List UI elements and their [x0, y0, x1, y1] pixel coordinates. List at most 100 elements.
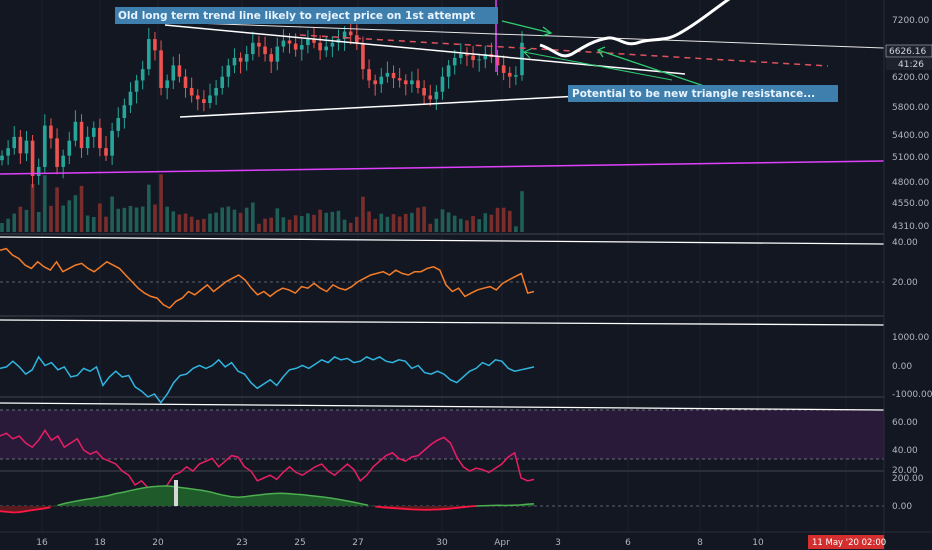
- volume-bar: [318, 209, 322, 232]
- candle-body: [73, 121, 78, 141]
- annotation-top-text: Old long term trend line likely to rejec…: [118, 10, 475, 22]
- oscillator-1-panel[interactable]: [0, 236, 885, 309]
- volume-bar: [281, 217, 286, 232]
- volume-bar: [226, 206, 231, 232]
- oscillator-4-area-positive: [0, 485, 534, 506]
- volume-bar: [367, 211, 371, 232]
- candle-body: [147, 39, 151, 70]
- oscillator-4-panel[interactable]: [0, 480, 884, 514]
- candle-body: [122, 105, 127, 119]
- candle-body: [0, 155, 4, 161]
- candle-body: [514, 75, 518, 77]
- oscillator-2-panel[interactable]: [0, 319, 885, 404]
- volume-bar: [202, 218, 206, 232]
- candle-body: [501, 65, 506, 73]
- volume-bar: [306, 213, 310, 232]
- price-scale-tick-label: 7200.00: [892, 16, 929, 26]
- projected-dashed-line[interactable]: [299, 34, 829, 67]
- volume-bar: [373, 218, 377, 232]
- annotation-bottom[interactable]: Potential to be new triangle resistance.…: [568, 85, 838, 102]
- price-scale[interactable]: 7200.006800.006200.005800.005400.005100.…: [883, 0, 932, 550]
- volume-bars: [0, 174, 524, 232]
- triangle-lower-line[interactable]: [179, 95, 581, 118]
- price-panel[interactable]: Old long term trend line likely to rejec…: [0, 0, 885, 232]
- volume-bar: [287, 219, 292, 232]
- volume-bar: [171, 211, 176, 232]
- volume-bar: [391, 214, 396, 232]
- candle-body: [416, 80, 420, 88]
- oscillator-4-line-negative: [0, 505, 477, 514]
- candle-body: [171, 65, 176, 81]
- candle-body: [361, 43, 365, 70]
- candle-body: [379, 76, 384, 85]
- candle-body: [318, 42, 322, 51]
- candle-body: [446, 65, 451, 77]
- volume-bar: [18, 206, 23, 232]
- volume-bar: [189, 216, 194, 232]
- magenta-support-line[interactable]: [0, 160, 885, 175]
- candle-body: [275, 46, 280, 62]
- osc1-trend-line[interactable]: [0, 236, 885, 245]
- candle-body: [397, 78, 402, 81]
- volume-bar: [177, 214, 182, 232]
- volume-bar: [446, 212, 451, 232]
- time-tick-label: Apr: [494, 538, 510, 548]
- candle-body: [483, 54, 488, 60]
- volume-bar: [153, 204, 157, 232]
- candle-body: [79, 121, 84, 149]
- candle-body: [85, 136, 90, 149]
- time-tick-label: 20: [152, 538, 164, 548]
- volume-bar: [507, 210, 512, 232]
- candle-body: [6, 148, 10, 156]
- time-tick-label: 27: [352, 538, 363, 548]
- oscillator-2-line: [0, 355, 535, 404]
- candle-body: [110, 130, 114, 156]
- long-term-trend-line[interactable]: [164, 21, 885, 49]
- volume-bar: [232, 209, 237, 232]
- price-scale-tick-label: 0.00: [892, 362, 912, 372]
- volume-bar: [49, 205, 53, 232]
- price-scale-tick-label: 5800.00: [892, 103, 929, 113]
- osc2-trend-line[interactable]: [0, 319, 885, 326]
- volume-bar: [342, 219, 347, 232]
- volume-bar: [330, 211, 335, 232]
- oscillator-4-area-negative: [0, 506, 534, 513]
- candle-body: [465, 54, 469, 56]
- candle-body: [159, 50, 163, 88]
- volume-bar: [428, 223, 433, 232]
- volume-bar: [30, 183, 35, 232]
- volume-bar: [36, 212, 41, 232]
- countdown-value: 41:26: [898, 60, 924, 70]
- annotation-top[interactable]: Old long term trend line likely to rejec…: [115, 7, 498, 24]
- volume-bar: [397, 216, 402, 232]
- volume-bar: [416, 207, 420, 232]
- candle-body: [440, 76, 445, 92]
- osc3-band: [0, 410, 884, 459]
- candle-body: [36, 166, 41, 176]
- volume-bar: [67, 200, 72, 232]
- volume-bar: [147, 184, 151, 232]
- volume-bar: [12, 213, 17, 232]
- osc3-trend-line[interactable]: [0, 402, 885, 411]
- price-scale-tick-label: 0.00: [892, 502, 912, 512]
- candle-body: [177, 65, 182, 77]
- annotation-bottom-text: Potential to be new triangle resistance.…: [572, 88, 815, 100]
- candle-body: [330, 42, 335, 47]
- volume-bar: [140, 206, 145, 232]
- candle-body: [214, 87, 218, 96]
- oscillator-3-panel[interactable]: [0, 402, 885, 496]
- candle-body: [324, 46, 329, 51]
- arrow-to-trend-line: [501, 20, 553, 37]
- volume-bar: [159, 174, 163, 232]
- volume-bar: [214, 212, 218, 232]
- volume-bar: [85, 215, 90, 232]
- last-price-tag: 6626.16: [885, 44, 932, 58]
- candle-body: [422, 87, 426, 96]
- volume-bar: [465, 220, 469, 232]
- time-tick-label: 30: [436, 538, 448, 548]
- volume-bar: [257, 223, 261, 232]
- volume-bar: [440, 209, 445, 232]
- volume-bar: [263, 218, 267, 232]
- countdown-tag: 41:26: [886, 58, 932, 70]
